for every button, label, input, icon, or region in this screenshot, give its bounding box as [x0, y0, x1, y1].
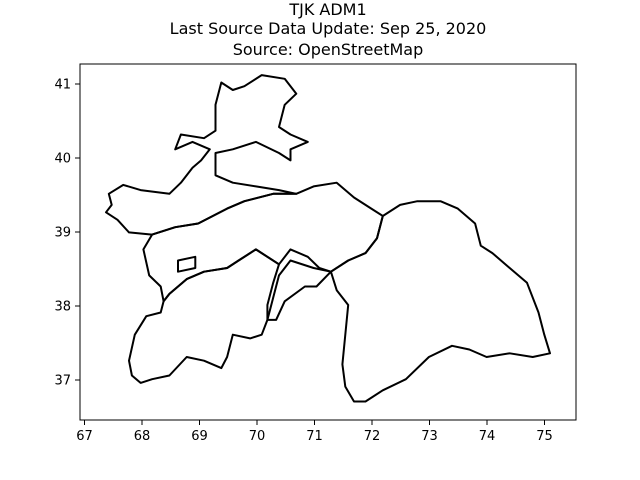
y-tick-label: 39: [54, 226, 71, 241]
region-boundary-5: [266, 200, 551, 403]
x-tick-label: 74: [479, 429, 496, 444]
region-boundary-1: [105, 74, 309, 236]
x-tick-label: 69: [191, 429, 208, 444]
x-tick-label: 75: [536, 429, 553, 444]
x-tick-label: 70: [249, 429, 266, 444]
region-boundary-3: [177, 255, 197, 273]
x-tick-label: 72: [364, 429, 381, 444]
title-line-1: TJK ADM1: [288, 0, 366, 19]
y-tick-label: 40: [54, 152, 71, 167]
x-tick-label: 67: [76, 429, 93, 444]
map-title: TJK ADM1 Last Source Data Update: Sep 25…: [170, 0, 487, 59]
x-tick-label: 71: [306, 429, 323, 444]
y-tick-label: 38: [54, 300, 71, 315]
region-boundary-4: [128, 248, 280, 384]
x-tick-label: 68: [134, 429, 151, 444]
y-tick-label: 41: [54, 78, 71, 93]
x-tick-label: 73: [421, 429, 438, 444]
y-axis-ticks: 37 38 39 40 41: [54, 78, 80, 389]
region-boundaries: [105, 74, 551, 403]
y-tick-label: 37: [54, 374, 71, 389]
title-line-2: Last Source Data Update: Sep 25, 2020: [170, 19, 487, 38]
plot-frame: [79, 63, 577, 421]
region-boundary-2: [142, 181, 384, 303]
x-axis-ticks: 67 68 69 70 71 72 73 74 75: [76, 420, 553, 444]
title-line-3: Source: OpenStreetMap: [233, 40, 424, 59]
